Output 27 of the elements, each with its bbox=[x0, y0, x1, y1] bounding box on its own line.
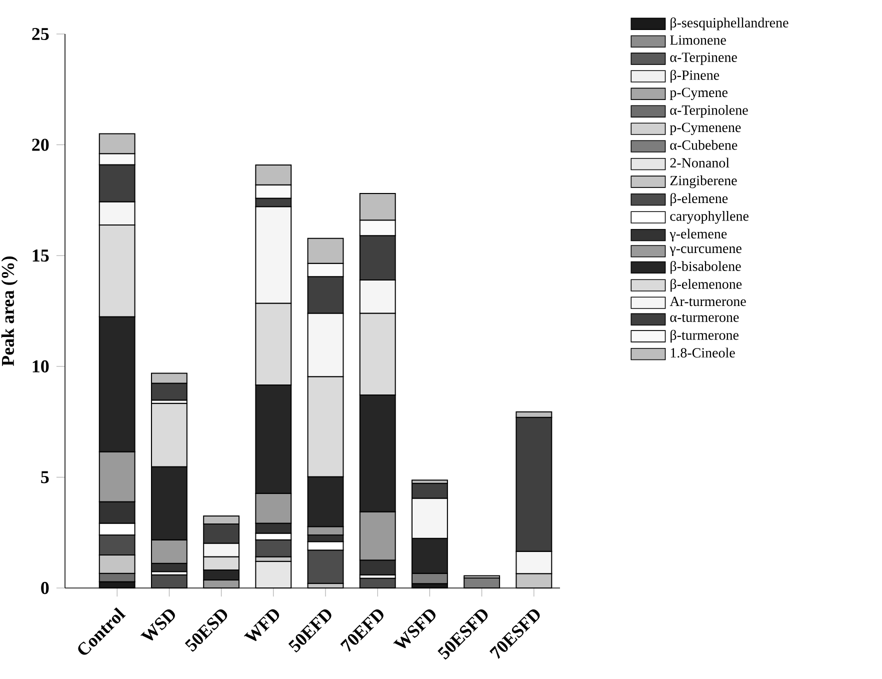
legend-label: Zingiberene bbox=[670, 175, 737, 188]
y-tick-label: 0 bbox=[41, 582, 49, 594]
legend-label: β-turmerone bbox=[670, 330, 738, 343]
legend-label: γ-elemene bbox=[670, 228, 727, 242]
y-axis-title: Peak area (%) bbox=[1, 256, 18, 366]
legend-label: p-Cymene bbox=[670, 88, 728, 100]
legend-label: β-Pinene bbox=[670, 70, 720, 83]
y-tick-label: 20 bbox=[32, 138, 49, 151]
legend-label: α-Terpinolene bbox=[670, 105, 748, 118]
legend-label: α-turmerone bbox=[670, 314, 739, 322]
y-tick-label: 10 bbox=[32, 360, 49, 372]
legend-label: caryophyllene bbox=[670, 210, 748, 224]
legend-label: Limonene bbox=[670, 35, 726, 45]
legend-label: 1.8-Cineole bbox=[670, 348, 735, 358]
legend-label: γ-curcumene bbox=[670, 246, 742, 256]
legend-label: α-Terpinene bbox=[670, 52, 737, 65]
legend-label: Ar-turmerone bbox=[670, 296, 746, 306]
y-tick-label: 15 bbox=[32, 250, 49, 262]
legend-label: β-bisabolene bbox=[670, 261, 741, 274]
legend-label: 2-Nonanol bbox=[670, 158, 730, 168]
y-tick-label: 25 bbox=[32, 28, 49, 40]
legend-label: α-Cubebene bbox=[670, 140, 738, 150]
y-tick-label: 5 bbox=[41, 471, 49, 484]
legend-label: β-elemene bbox=[670, 193, 728, 206]
legend-label: p-Cymenene bbox=[670, 122, 741, 135]
legend-label: β-sesquiphellandrene bbox=[670, 17, 788, 30]
legend-label: β-elemenone bbox=[670, 278, 742, 292]
